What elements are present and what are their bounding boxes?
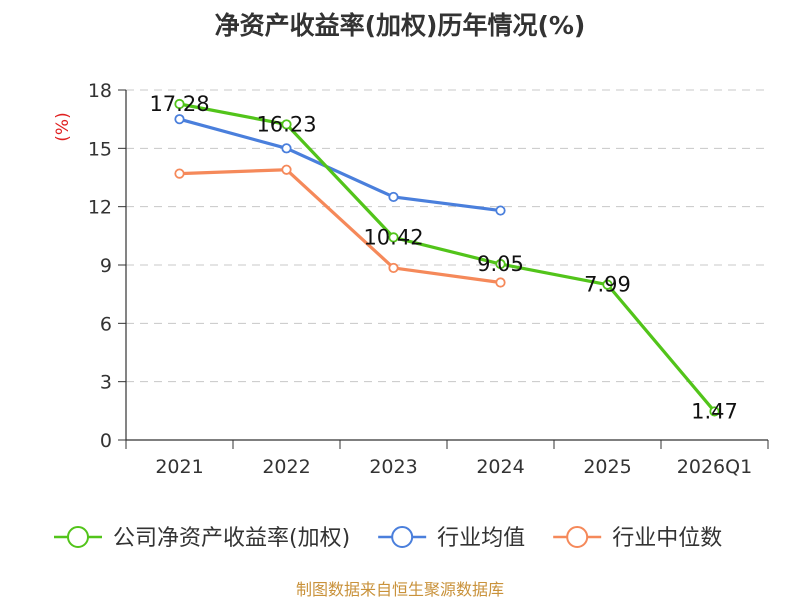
series-line xyxy=(179,102,716,413)
data-label: 10.42 xyxy=(363,225,423,249)
legend-label: 公司净资产收益率(加权) xyxy=(113,526,350,551)
x-tick-label: 2025 xyxy=(583,456,631,478)
y-axis-label: (%) xyxy=(53,112,73,141)
x-tick-label: 2022 xyxy=(262,456,310,478)
gridlines xyxy=(118,89,768,441)
x-tick-labels: 2021 2022 2023 2024 2025 2026Q1 xyxy=(155,456,752,478)
data-point xyxy=(495,205,506,216)
x-tick-label: 2023 xyxy=(369,456,417,478)
data-point xyxy=(281,119,292,130)
data-label: 7.99 xyxy=(584,273,631,297)
data-point xyxy=(495,277,506,288)
legend-marker xyxy=(391,526,414,548)
data-point xyxy=(602,279,613,290)
x-tick-label: 2024 xyxy=(476,456,524,478)
y-tick-labels: 0 3 6 9 12 15 18 xyxy=(88,80,112,452)
y-tick-label: 3 xyxy=(100,372,112,394)
y-tick-label: 18 xyxy=(88,80,112,102)
data-point xyxy=(174,114,185,125)
data-point xyxy=(174,98,185,110)
data-point xyxy=(495,258,506,270)
data-point xyxy=(709,406,720,417)
data-point xyxy=(388,262,399,274)
data-point xyxy=(388,232,399,243)
series-line xyxy=(179,168,501,285)
y-tick-label: 6 xyxy=(100,313,112,335)
legend-label: 行业均值 xyxy=(437,526,525,551)
data-point xyxy=(174,168,185,179)
series-line xyxy=(179,117,501,213)
y-tick-label: 12 xyxy=(88,197,112,219)
source-note: 制图数据来自恒生聚源数据库 xyxy=(296,580,504,599)
data-label: 17.28 xyxy=(149,92,209,116)
data-point xyxy=(281,143,292,154)
y-tick-label: 15 xyxy=(88,138,112,160)
data-point xyxy=(388,191,399,203)
y-tick-label: 9 xyxy=(100,255,112,277)
axes xyxy=(125,90,769,449)
data-point xyxy=(281,164,292,175)
data-label: 16.23 xyxy=(256,112,316,136)
x-tick-label: 2026Q1 xyxy=(677,456,752,478)
x-tick-label: 2021 xyxy=(155,456,203,478)
legend-marker xyxy=(67,526,89,548)
chart-title: 净资产收益率(加权)历年情况(%) xyxy=(215,11,586,40)
legend-marker xyxy=(566,526,589,548)
data-label: 1.47 xyxy=(691,399,738,423)
data-labels: 17.28 16.23 10.42 9.05 7.99 1.47 xyxy=(149,92,737,423)
y-tick-label: 0 xyxy=(100,430,112,452)
data-label: 9.05 xyxy=(477,252,524,276)
legend-label: 行业中位数 xyxy=(612,526,722,551)
legend: 公司净资产收益率(加权) 行业均值 行业中位数 xyxy=(54,526,722,551)
series-lines xyxy=(174,98,720,417)
